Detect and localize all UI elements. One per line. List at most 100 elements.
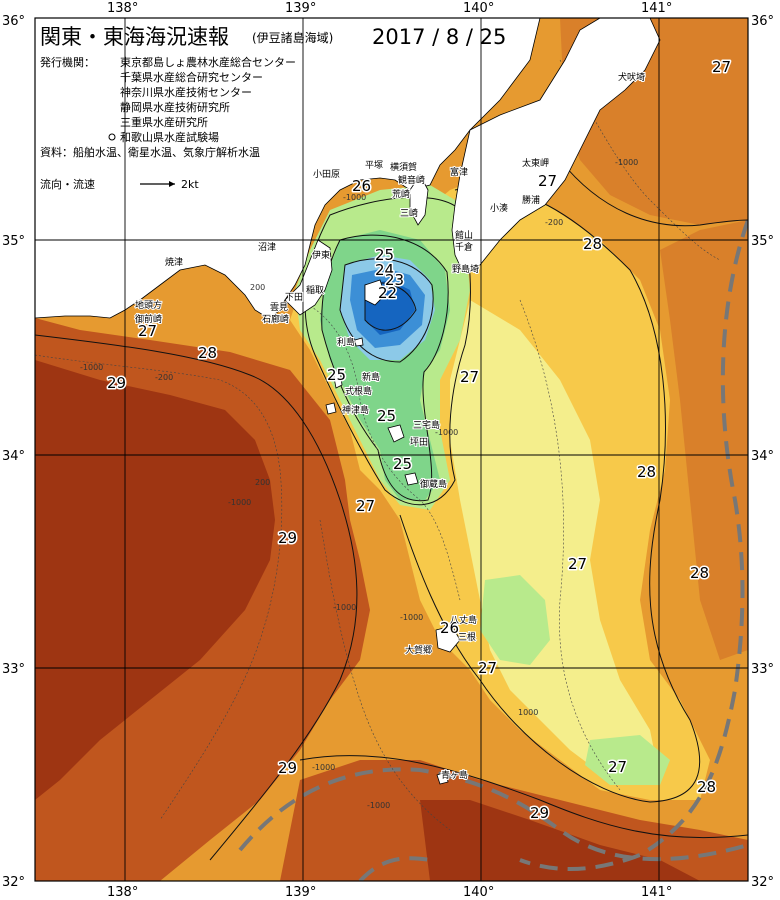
lon-label-bottom-140: 140° [463,885,494,900]
lat-label-right-33: 33° [751,662,774,677]
isotherm-label: 22 [378,284,397,302]
land-izu-peninsula [284,239,333,316]
lat-label-left-34: 34° [2,449,25,464]
isotherm-label: 29 [278,529,297,547]
land-mikurajima [404,472,419,486]
place-label: 坪田 [410,437,428,448]
agencies-label: 発行機関： [40,55,95,69]
place-label: 犬吠埼 [618,71,645,83]
place-label: 利島 [337,336,355,348]
lat-label-right-32: 32° [751,875,774,890]
isotherm-29-south-line [299,755,748,839]
lat-label-left-33: 33° [2,662,25,677]
land-oshima [364,279,386,306]
sst-band-26-hachijo [480,575,550,665]
place-label: 地頭方 [135,299,162,311]
place-label: 野島埼 [452,263,479,275]
isotherm-label: 28 [198,344,217,362]
isotherm-label: 27 [460,368,479,386]
isotherm-lines [35,159,748,861]
map-area [35,18,748,881]
isotherm-25-line [321,234,449,502]
place-names: 犬吠埼 太東岬 勝浦 小湊 千倉 館山 野島埼 富津 観音崎 横須賀 平塚 小田… [134,70,646,782]
place-label: 式根島 [345,385,372,397]
sst-band-29-south-core [420,800,700,881]
isotherm-label: 28 [637,463,656,481]
place-label: 八丈島 [450,614,477,626]
place-label: 稲取 [306,284,324,296]
depth-label: -1000 [343,193,366,202]
sst-band-29-west-core [35,360,275,800]
place-label: 観音崎 [398,174,425,186]
place-label: 小田原 [313,169,340,180]
isotherm-27-line [399,186,701,803]
place-label: 横須賀 [390,161,417,173]
lon-label-bottom-141: 141° [641,885,672,900]
isotherm-label: 25 [393,455,412,473]
lat-label-right-36: 36° [751,14,774,29]
place-label: 三宅島 [413,419,440,431]
depth-contour-east [519,299,621,791]
land-miyakejima [387,424,405,443]
isotherm-label: 27 [356,497,375,515]
isotherm-label: 28 [697,778,716,796]
place-label: 下田 [285,292,303,303]
place-label: 沼津 [258,242,276,253]
flow-legend-label: 流向・流速 [40,177,95,191]
land [35,18,661,785]
lon-label-bottom-139: 139° [285,885,316,900]
lat-label-left-35: 35° [2,234,25,249]
land-honshu-west [35,18,541,319]
isotherm-label: 27 [478,659,497,677]
place-label: 館山 [455,229,473,241]
place-label: 小湊 [490,202,508,214]
depth-label: -1000 [367,801,390,810]
lon-label-top-139: 139° [285,1,316,16]
place-label: 石廊崎 [262,313,289,325]
depth-label: -1000 [228,498,251,507]
land-boso [451,18,661,271]
place-label: 新島 [362,371,380,383]
depth-label: -1000 [400,613,423,622]
place-label: 太東岬 [522,157,549,169]
map-subtitle: (伊豆諸島海域) [252,30,333,45]
land-toshima [354,337,364,347]
depth-label: -1000 [435,428,458,437]
isotherm-label: 27 [712,58,731,76]
isotherm-label: 27 [568,555,587,573]
place-label: 三根 [458,631,476,643]
isotherm-label: 25 [377,407,396,425]
isotherm-label: 28 [690,564,709,582]
agency-4: 静岡県水産技術研究所 [120,100,230,114]
place-label: 伊東 [312,249,330,261]
agency-1: 東京都島しょ農林水産総合センター [120,55,296,69]
map-title: 関東・東海海況速報 [40,25,229,49]
kuroshio-axis-southwest [358,856,431,881]
agency-2: 千葉県水産総合研究センター [120,70,263,84]
depth-labels: -1000 -200 -1000 200 200 -1000 -1000 -10… [80,158,638,810]
place-label: 平塚 [365,160,383,171]
place-label: 御前崎 [135,313,162,325]
place-label: 御蔵島 [420,478,447,490]
place-label: 青ヶ島 [441,769,468,781]
isotherm-22-line [364,282,417,331]
isotherm-label: 26 [352,177,371,195]
lon-label-bottom-138: 138° [107,885,138,900]
lat-label-right-34: 34° [751,449,774,464]
kuroshio-axis-east [519,219,748,872]
depth-label: -1000 [80,363,103,372]
isotherm-label: 25 [327,366,346,384]
depth-label: -1000 [615,158,638,167]
land-kozushima [325,402,337,415]
agency-5: 三重県水産研究所 [120,115,208,129]
isotherm-label: 27 [538,172,557,190]
data-source: 資料：船舶水温、衛星水温、気象庁解析水温 [40,145,260,159]
agency-marker-icon [108,133,116,141]
lon-label-top-141: 141° [641,1,672,16]
place-label: 雲見 [270,302,288,313]
isotherm-label: 23 [385,271,404,289]
place-label: 千倉 [455,241,473,253]
depth-label: 1000 [518,708,538,717]
map-frame [34,17,749,882]
